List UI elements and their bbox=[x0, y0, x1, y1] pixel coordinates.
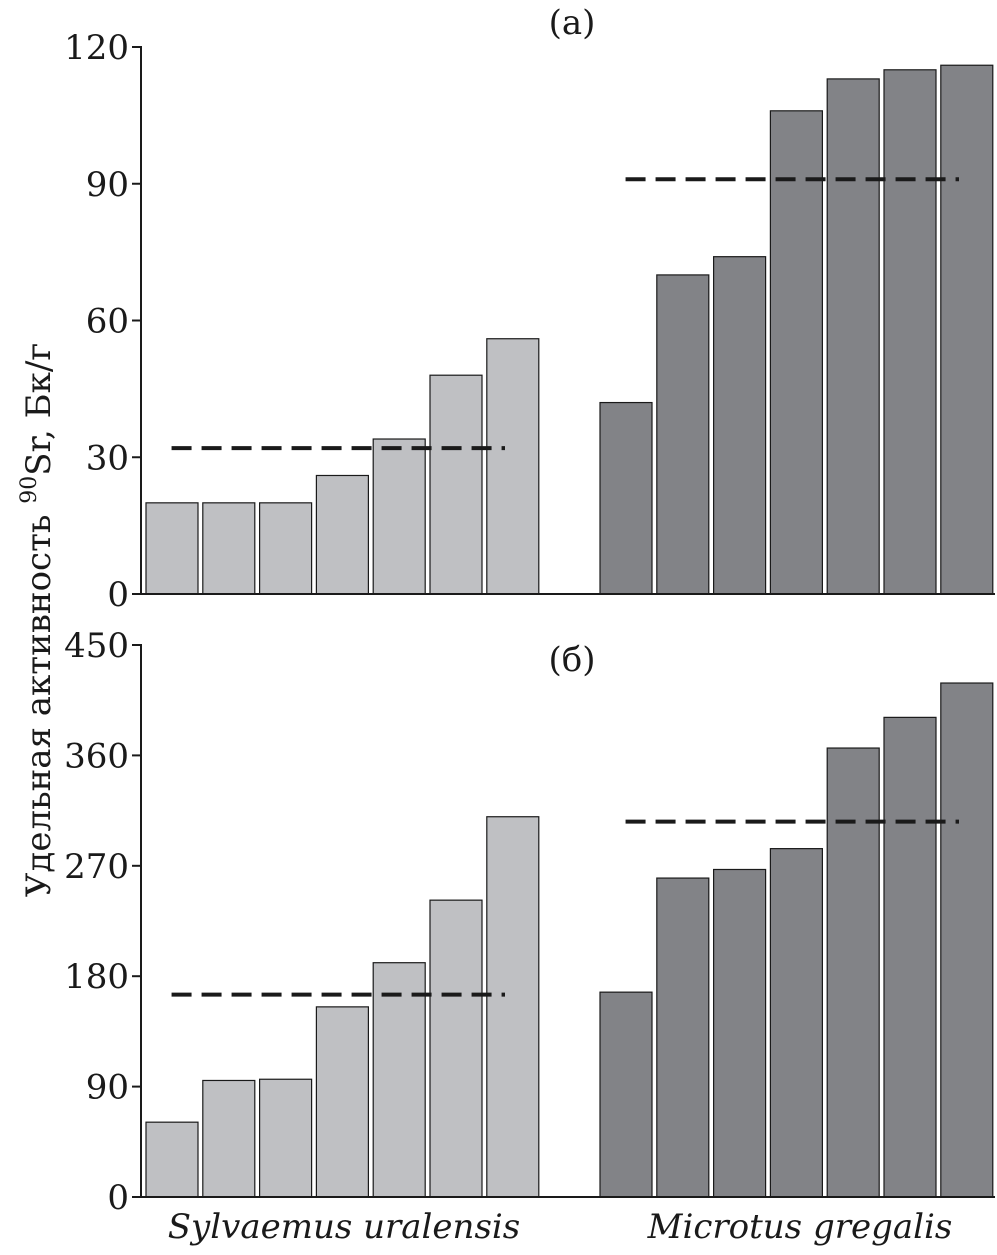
bar-a-g2-1 bbox=[599, 401, 653, 595]
y-tick-label-b-180: 180 bbox=[64, 957, 129, 997]
bar-a-g1-5 bbox=[372, 438, 426, 595]
bar-b-g1-1 bbox=[145, 1121, 199, 1198]
bar-b-g2-6 bbox=[883, 716, 937, 1198]
y-tick-label-b-0: 0 bbox=[107, 1178, 129, 1218]
bar-a-g1-7 bbox=[486, 338, 540, 595]
group-label-microtus: Microtus gregalis bbox=[647, 1207, 953, 1247]
bar-b-g2-4 bbox=[769, 848, 824, 1198]
bar-b-g2-3 bbox=[712, 868, 767, 1198]
y-tick-label-a-0: 0 bbox=[107, 575, 129, 615]
bar-a-g1-3 bbox=[259, 502, 313, 595]
bar-b-g1-6 bbox=[429, 899, 483, 1198]
panel-label-a: (а) bbox=[549, 3, 596, 43]
panel-label-b: (б) bbox=[549, 640, 596, 680]
y-tick-label-a-60: 60 bbox=[86, 302, 129, 342]
bar-a-g1-1 bbox=[145, 502, 199, 595]
bar-b-g1-7 bbox=[486, 816, 540, 1198]
panel-a: 0 30 60 90 120 (а) bbox=[64, 3, 995, 615]
y-tick-label-b-360: 360 bbox=[64, 736, 129, 776]
panel-b: 0 90 180 270 360 450 (б) bbox=[64, 626, 995, 1218]
y-tick-label-a-30: 30 bbox=[86, 438, 129, 478]
bar-a-g2-5 bbox=[826, 78, 880, 595]
bar-b-g2-7 bbox=[940, 682, 994, 1198]
y-tick-label-b-270: 270 bbox=[64, 847, 129, 887]
bar-a-g2-3 bbox=[712, 256, 767, 595]
bar-a-g1-4 bbox=[315, 474, 369, 595]
bar-b-g2-2 bbox=[656, 877, 710, 1198]
bar-a-g1-6 bbox=[429, 374, 483, 595]
y-axis-title: Удельная активность 90Sr, Бк/г bbox=[17, 343, 59, 897]
y-tick-label-a-90: 90 bbox=[86, 165, 129, 205]
bar-b-g1-4 bbox=[315, 1006, 369, 1198]
group-label-sylvaemus: Sylvaemus uralensis bbox=[168, 1207, 520, 1247]
bar-b-g1-3 bbox=[259, 1078, 313, 1198]
bar-a-g1-2 bbox=[202, 502, 256, 595]
y-tick-label-b-90: 90 bbox=[86, 1068, 129, 1108]
y-tick-label-a-120: 120 bbox=[64, 28, 129, 68]
bar-b-g1-2 bbox=[202, 1079, 256, 1198]
bar-a-g2-2 bbox=[656, 274, 710, 595]
y-tick-label-b-450: 450 bbox=[64, 626, 129, 666]
bar-a-g2-6 bbox=[883, 69, 937, 595]
bar-b-g2-1 bbox=[599, 991, 653, 1198]
bar-a-g2-4 bbox=[769, 110, 824, 595]
bar-a-g2-7 bbox=[940, 64, 994, 595]
bar-b-g2-5 bbox=[826, 747, 880, 1198]
bar-b-g1-5 bbox=[372, 962, 426, 1198]
